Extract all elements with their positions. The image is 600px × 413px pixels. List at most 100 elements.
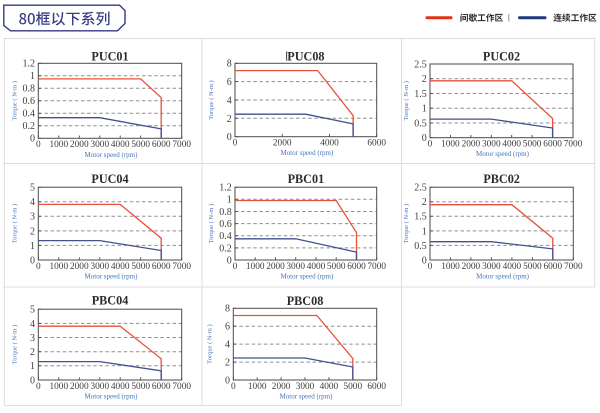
svg-text:1: 1 <box>422 226 427 237</box>
svg-text:Torque ( N-m ): Torque ( N-m ) <box>208 204 215 243</box>
svg-text:3000: 3000 <box>91 262 110 272</box>
svg-text:5000: 5000 <box>523 140 542 150</box>
svg-text:0: 0 <box>36 382 41 392</box>
svg-text:2.5: 2.5 <box>414 183 427 194</box>
svg-text:0: 0 <box>422 133 427 144</box>
svg-text:1000: 1000 <box>441 140 460 150</box>
svg-text:7000: 7000 <box>367 262 386 272</box>
svg-text:0.4: 0.4 <box>23 109 36 120</box>
svg-text:0.6: 0.6 <box>23 96 36 107</box>
svg-text:1000: 1000 <box>246 262 265 272</box>
svg-text:2: 2 <box>422 197 427 208</box>
svg-text:4000: 4000 <box>111 140 130 150</box>
svg-text:0: 0 <box>227 255 232 266</box>
svg-text:2: 2 <box>225 358 230 369</box>
svg-text:Motor speed (rpm): Motor speed (rpm) <box>85 273 139 281</box>
svg-text:1000: 1000 <box>248 382 267 392</box>
svg-text:4: 4 <box>227 95 232 106</box>
svg-text:6: 6 <box>227 77 232 88</box>
svg-text:0: 0 <box>30 375 35 386</box>
svg-text:0: 0 <box>233 262 238 272</box>
svg-text:0.5: 0.5 <box>414 118 427 129</box>
svg-text:1.2: 1.2 <box>23 59 36 70</box>
svg-text:Motor speed (rpm): Motor speed (rpm) <box>476 150 530 158</box>
svg-text:1: 1 <box>30 241 35 252</box>
svg-text:5: 5 <box>30 183 35 194</box>
svg-text:3000: 3000 <box>482 262 501 272</box>
svg-text:6000: 6000 <box>152 262 171 272</box>
svg-text:Motor speed (rpm): Motor speed (rpm) <box>85 393 139 401</box>
svg-text:0.8: 0.8 <box>219 207 232 218</box>
svg-text:6000: 6000 <box>544 262 563 272</box>
svg-text:0: 0 <box>225 375 230 386</box>
svg-text:0.2: 0.2 <box>23 121 36 132</box>
svg-text:0: 0 <box>422 255 427 266</box>
svg-text:Torque ( N-m ): Torque ( N-m ) <box>11 204 18 243</box>
svg-text:Torque ( N-m ): Torque ( N-m ) <box>11 81 18 120</box>
svg-text:6000: 6000 <box>347 262 366 272</box>
svg-text:0: 0 <box>231 382 236 392</box>
svg-text:3000: 3000 <box>482 140 501 150</box>
svg-text:Torque ( N-m ): Torque ( N-m ) <box>206 324 213 363</box>
svg-text:2000: 2000 <box>70 140 89 150</box>
svg-text:2000: 2000 <box>273 139 292 149</box>
svg-text:0.5: 0.5 <box>414 241 427 252</box>
svg-text:2: 2 <box>30 226 35 237</box>
svg-text:0: 0 <box>36 140 41 150</box>
svg-text:7000: 7000 <box>564 262 583 272</box>
svg-text:2000: 2000 <box>272 382 291 392</box>
svg-text:0: 0 <box>233 139 238 149</box>
svg-text:4: 4 <box>225 340 230 351</box>
svg-text:1: 1 <box>227 195 232 206</box>
svg-text:PBC04: PBC04 <box>92 293 129 307</box>
svg-text:1.5: 1.5 <box>414 212 427 223</box>
svg-text:2.5: 2.5 <box>414 59 427 70</box>
svg-text:4000: 4000 <box>320 382 339 392</box>
svg-text:8: 8 <box>225 304 230 315</box>
svg-text:4000: 4000 <box>503 262 522 272</box>
svg-text:Motor speed (rpm): Motor speed (rpm) <box>476 273 530 281</box>
svg-text:2: 2 <box>227 114 232 125</box>
svg-text:7000: 7000 <box>172 382 191 392</box>
svg-text:4000: 4000 <box>502 140 521 150</box>
svg-text:1: 1 <box>30 71 35 82</box>
svg-text:Motor speed (rpm): Motor speed (rpm) <box>85 151 139 159</box>
svg-text:7000: 7000 <box>172 262 191 272</box>
svg-text:1.2: 1.2 <box>219 183 232 194</box>
svg-text:1000: 1000 <box>50 140 69 150</box>
svg-text:Torque ( N-m ): Torque ( N-m ) <box>403 81 410 120</box>
svg-text:4000: 4000 <box>307 262 326 272</box>
svg-text:Motor speed (rpm): Motor speed (rpm) <box>280 273 334 281</box>
svg-text:1000: 1000 <box>50 262 69 272</box>
svg-text:Motor speed (rpm): Motor speed (rpm) <box>280 393 334 401</box>
svg-text:Torque ( N-m ): Torque ( N-m ) <box>403 204 410 243</box>
svg-text:3000: 3000 <box>296 382 315 392</box>
svg-text:2000: 2000 <box>462 262 481 272</box>
svg-text:5000: 5000 <box>131 262 150 272</box>
svg-text:0: 0 <box>428 262 433 272</box>
svg-text:2000: 2000 <box>462 140 481 150</box>
svg-text:2000: 2000 <box>70 382 89 392</box>
svg-text:1.5: 1.5 <box>414 89 427 100</box>
svg-text:0.4: 0.4 <box>219 231 232 242</box>
svg-text:6000: 6000 <box>152 382 171 392</box>
svg-text:2000: 2000 <box>266 262 285 272</box>
svg-text:4: 4 <box>30 197 35 208</box>
svg-text:4000: 4000 <box>320 139 339 149</box>
svg-text:4000: 4000 <box>111 382 130 392</box>
svg-text:4000: 4000 <box>111 262 130 272</box>
svg-text:PBC02: PBC02 <box>483 172 520 186</box>
svg-text:5000: 5000 <box>344 382 363 392</box>
svg-text:PUC08: PUC08 <box>287 49 324 63</box>
svg-text:0: 0 <box>36 262 41 272</box>
svg-text:4: 4 <box>30 319 35 330</box>
svg-text:Motor speed (rpm): Motor speed (rpm) <box>280 149 334 157</box>
svg-text:3000: 3000 <box>91 382 110 392</box>
svg-text:6000: 6000 <box>152 140 171 150</box>
svg-text:6: 6 <box>225 322 230 333</box>
svg-text:5000: 5000 <box>131 140 150 150</box>
svg-text:PUC04: PUC04 <box>91 172 128 186</box>
svg-text:1: 1 <box>30 361 35 372</box>
svg-text:0: 0 <box>30 255 35 266</box>
svg-text:7000: 7000 <box>172 140 191 150</box>
